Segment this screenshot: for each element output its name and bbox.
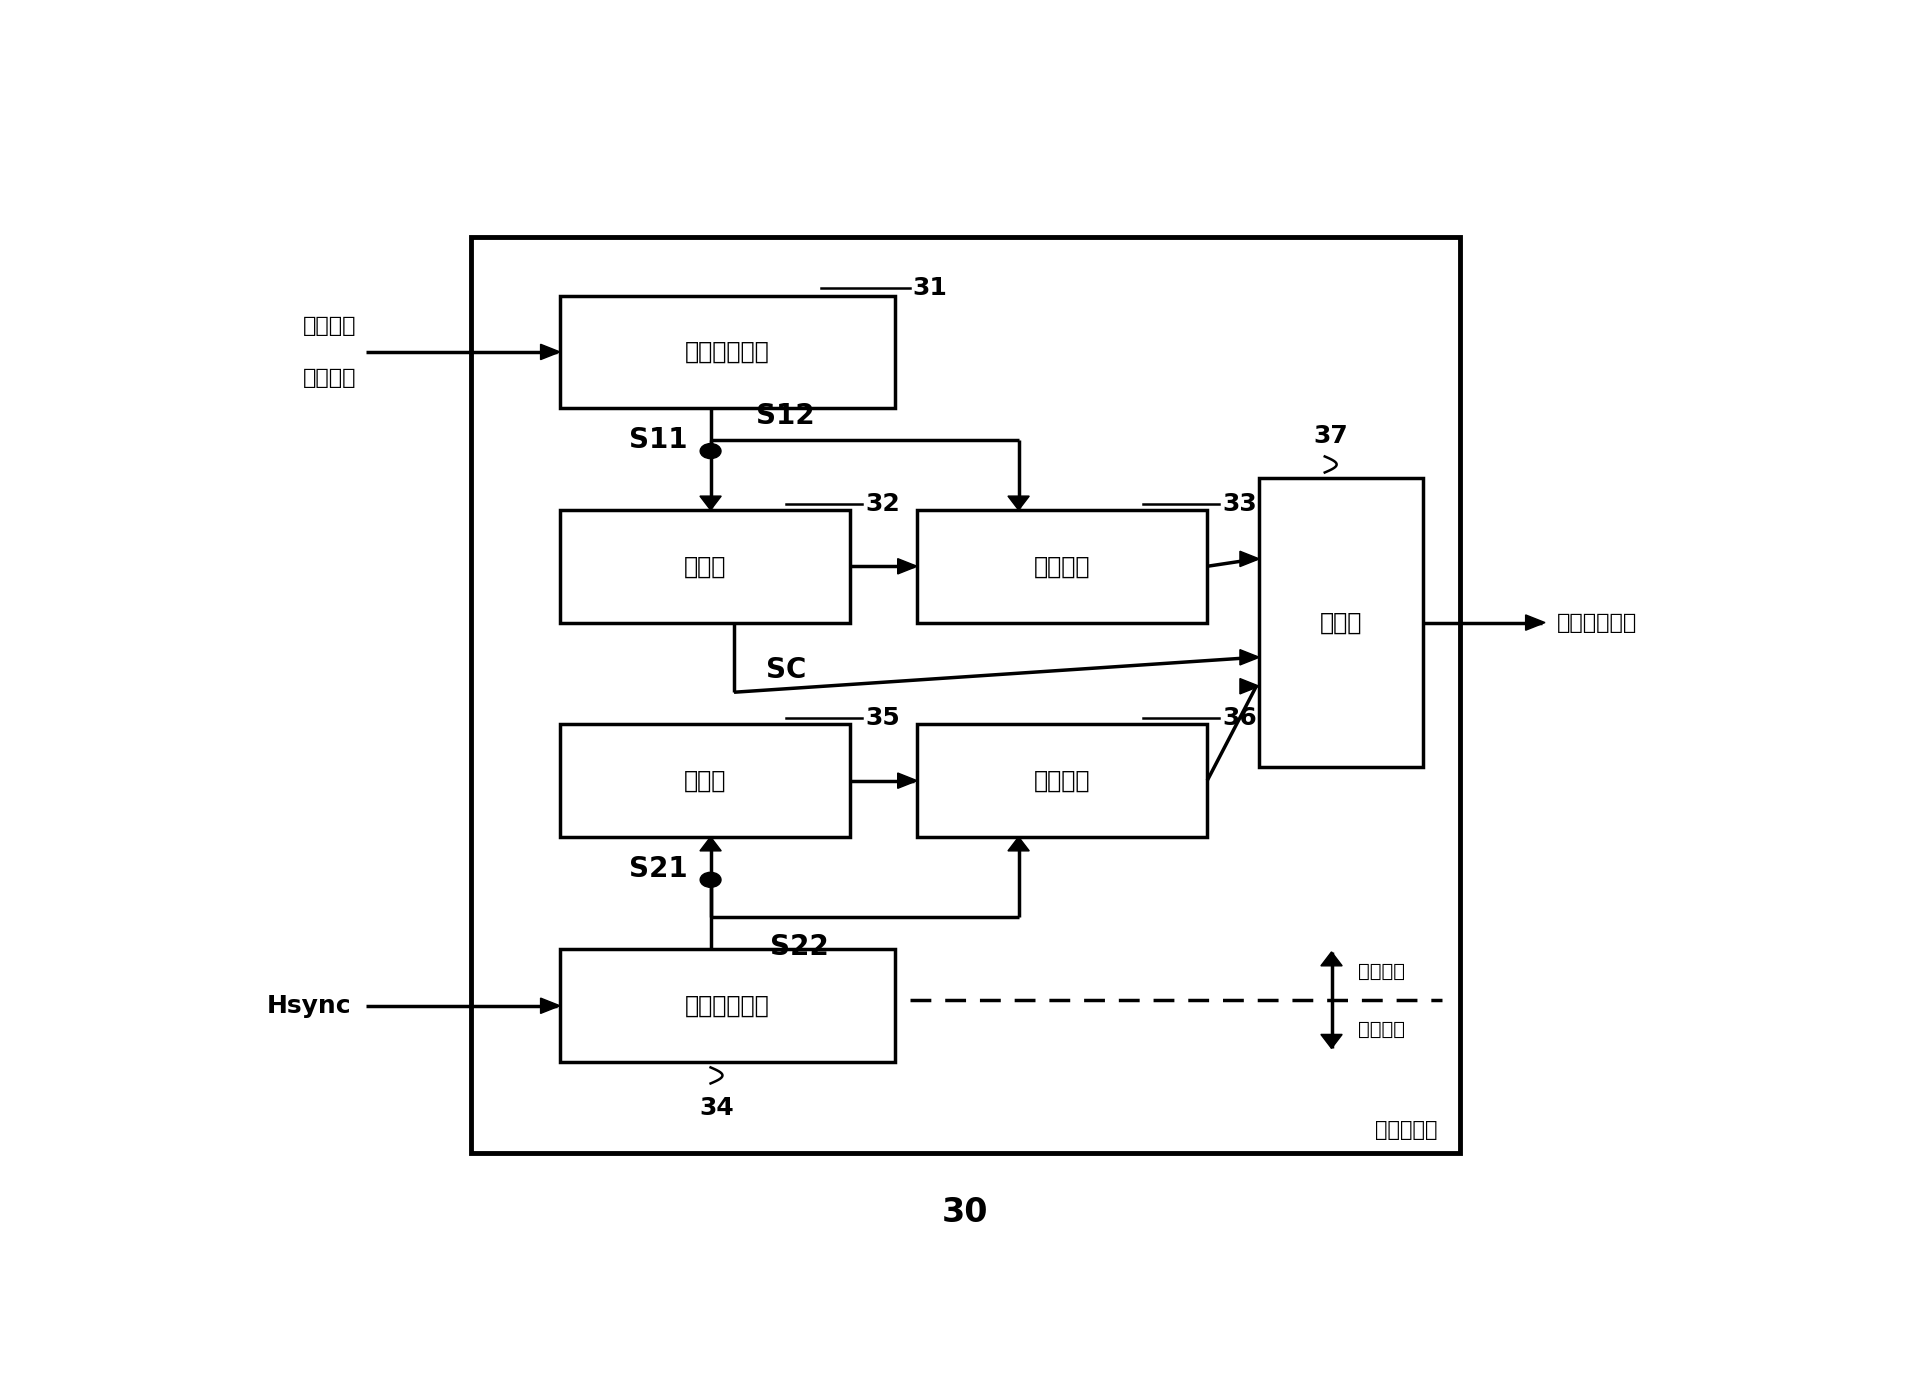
Text: 34: 34: [699, 1097, 733, 1121]
Polygon shape: [1240, 551, 1260, 567]
FancyBboxPatch shape: [470, 237, 1461, 1153]
Polygon shape: [1240, 650, 1260, 665]
Text: 上升沿检测部: 上升沿检测部: [685, 994, 770, 1018]
Text: 36: 36: [1221, 706, 1258, 729]
Text: 输入水平: 输入水平: [303, 316, 355, 335]
FancyBboxPatch shape: [1260, 477, 1423, 767]
Text: 37: 37: [1313, 423, 1348, 448]
Polygon shape: [1526, 615, 1546, 631]
Text: 33: 33: [1221, 491, 1258, 515]
Polygon shape: [1008, 496, 1029, 509]
Text: S21: S21: [628, 855, 687, 883]
Polygon shape: [1321, 1034, 1342, 1048]
Text: 35: 35: [864, 706, 900, 729]
Text: SC: SC: [766, 656, 806, 683]
Polygon shape: [1321, 952, 1342, 966]
Text: 写入时钟: 写入时钟: [1357, 962, 1405, 981]
Text: 比较结果输出: 比较结果输出: [1557, 612, 1638, 632]
FancyBboxPatch shape: [561, 295, 895, 408]
Text: S12: S12: [756, 402, 814, 430]
Text: 计数器: 计数器: [684, 768, 726, 792]
FancyBboxPatch shape: [918, 724, 1208, 837]
Polygon shape: [541, 998, 561, 1013]
Text: 周期比较器: 周期比较器: [1375, 1121, 1438, 1140]
Text: 31: 31: [912, 276, 947, 301]
Text: 比较器: 比较器: [1319, 611, 1363, 635]
Text: Hsync: Hsync: [267, 994, 351, 1018]
Text: 上升沿检测部: 上升沿检测部: [685, 340, 770, 363]
FancyBboxPatch shape: [561, 509, 851, 622]
Text: 30: 30: [943, 1196, 989, 1229]
Text: 32: 32: [864, 491, 900, 515]
Polygon shape: [701, 837, 722, 851]
Text: 读出时钟: 读出时钟: [1357, 1019, 1405, 1038]
FancyBboxPatch shape: [561, 724, 851, 837]
Polygon shape: [899, 773, 918, 788]
Polygon shape: [899, 558, 918, 574]
Text: 存储区域: 存储区域: [1033, 768, 1091, 792]
Text: 计数器: 计数器: [684, 554, 726, 578]
Text: 存储区域: 存储区域: [1033, 554, 1091, 578]
Polygon shape: [541, 344, 561, 359]
FancyBboxPatch shape: [918, 509, 1208, 622]
Polygon shape: [701, 496, 722, 509]
Text: S22: S22: [770, 934, 829, 962]
Text: S11: S11: [628, 426, 687, 454]
Polygon shape: [1240, 678, 1260, 693]
Circle shape: [701, 873, 722, 887]
Polygon shape: [1008, 837, 1029, 851]
Text: 同步信号: 同步信号: [303, 367, 355, 388]
Circle shape: [701, 444, 722, 458]
FancyBboxPatch shape: [561, 949, 895, 1062]
